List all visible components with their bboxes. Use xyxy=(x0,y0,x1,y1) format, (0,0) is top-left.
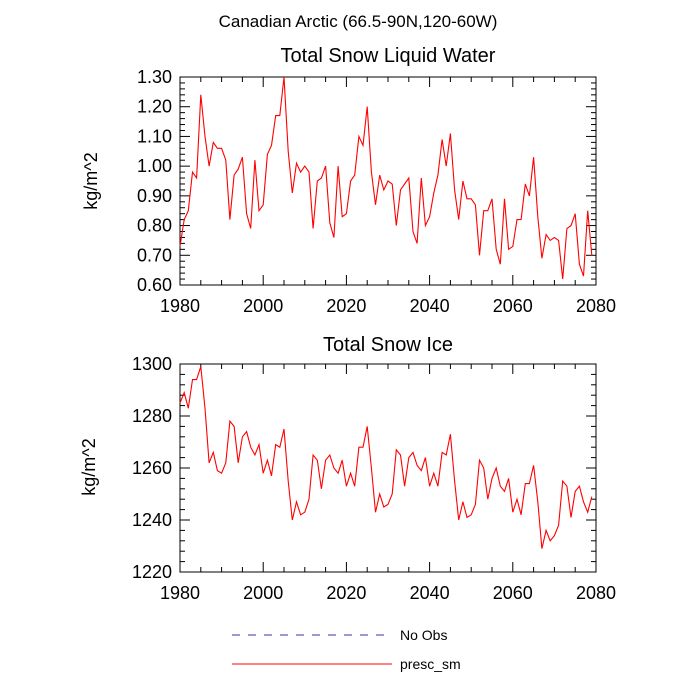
x-tick-label-snow-ice: 2060 xyxy=(493,583,533,603)
x-tick-label-snow-ice: 2020 xyxy=(326,583,366,603)
x-tick-label-liquid-water: 2000 xyxy=(243,296,283,316)
axis-tick-labels-snow-ice: 1980 2000 2020 2040 2060 2080 1220 1240 1260 1280… xyxy=(132,354,616,603)
y-tick-label-snow-ice: 1300 xyxy=(132,354,172,374)
y-tick-label-snow-ice: 1280 xyxy=(132,406,172,426)
panel-title-snow-ice: Total Snow Ice xyxy=(323,334,453,356)
panel-snow-liquid-water: Total Snow Liquid Water kg/m^2 1980 2000 2… xyxy=(81,45,616,316)
y-tick-label-liquid-water: 1.10 xyxy=(137,126,172,146)
x-tick-label-liquid-water: 2080 xyxy=(576,296,616,316)
y-tick-label-liquid-water: 0.60 xyxy=(137,275,172,295)
x-tick-label-liquid-water: 2040 xyxy=(410,296,450,316)
y-axis-label-snow-ice: kg/m^2 xyxy=(79,438,99,495)
y-tick-label-liquid-water: 0.80 xyxy=(137,216,172,236)
x-tick-label-liquid-water: 2020 xyxy=(326,296,366,316)
axis-ticks-snow-ice xyxy=(179,363,597,573)
y-tick-label-snow-ice: 1260 xyxy=(132,458,172,478)
panel-title-liquid-water: Total Snow Liquid Water xyxy=(281,45,496,67)
series-line-presc-sm-liquid-water xyxy=(179,76,593,280)
y-axis-label-liquid-water: kg/m^2 xyxy=(81,152,101,209)
legend: No Obs presc_sm xyxy=(232,627,461,672)
axis-ticks-liquid-water xyxy=(179,76,597,286)
x-tick-label-liquid-water: 1980 xyxy=(160,296,200,316)
x-tick-label-liquid-water: 2060 xyxy=(493,296,533,316)
y-tick-label-liquid-water: 1.30 xyxy=(137,67,172,87)
x-tick-label-snow-ice: 1980 xyxy=(160,583,200,603)
legend-item-no-obs: No Obs xyxy=(232,627,447,643)
x-tick-label-snow-ice: 2040 xyxy=(410,583,450,603)
x-tick-label-snow-ice: 2080 xyxy=(576,583,616,603)
axis-tick-labels-liquid-water: 1980 2000 2020 2040 2060 2080 0.60 0.70 0.80 0.90… xyxy=(137,67,616,316)
y-tick-label-snow-ice: 1240 xyxy=(132,510,172,530)
legend-label-no-obs: No Obs xyxy=(400,627,447,643)
y-tick-label-snow-ice: 1220 xyxy=(132,562,172,582)
legend-label-presc-sm: presc_sm xyxy=(400,656,461,672)
legend-item-presc-sm: presc_sm xyxy=(232,656,461,672)
panel-snow-ice: Total Snow Ice kg/m^2 1980 2000 2020 2040 20… xyxy=(79,334,616,603)
y-tick-label-liquid-water: 1.20 xyxy=(137,97,172,117)
y-tick-label-liquid-water: 1.00 xyxy=(137,156,172,176)
y-tick-label-liquid-water: 0.90 xyxy=(137,186,172,206)
y-tick-label-liquid-water: 0.70 xyxy=(137,245,172,265)
series-line-presc-sm-snow-ice xyxy=(179,366,593,549)
figure-suptitle: Canadian Arctic (66.5-90N,120-60W) xyxy=(219,12,498,31)
x-tick-label-snow-ice: 2000 xyxy=(243,583,283,603)
